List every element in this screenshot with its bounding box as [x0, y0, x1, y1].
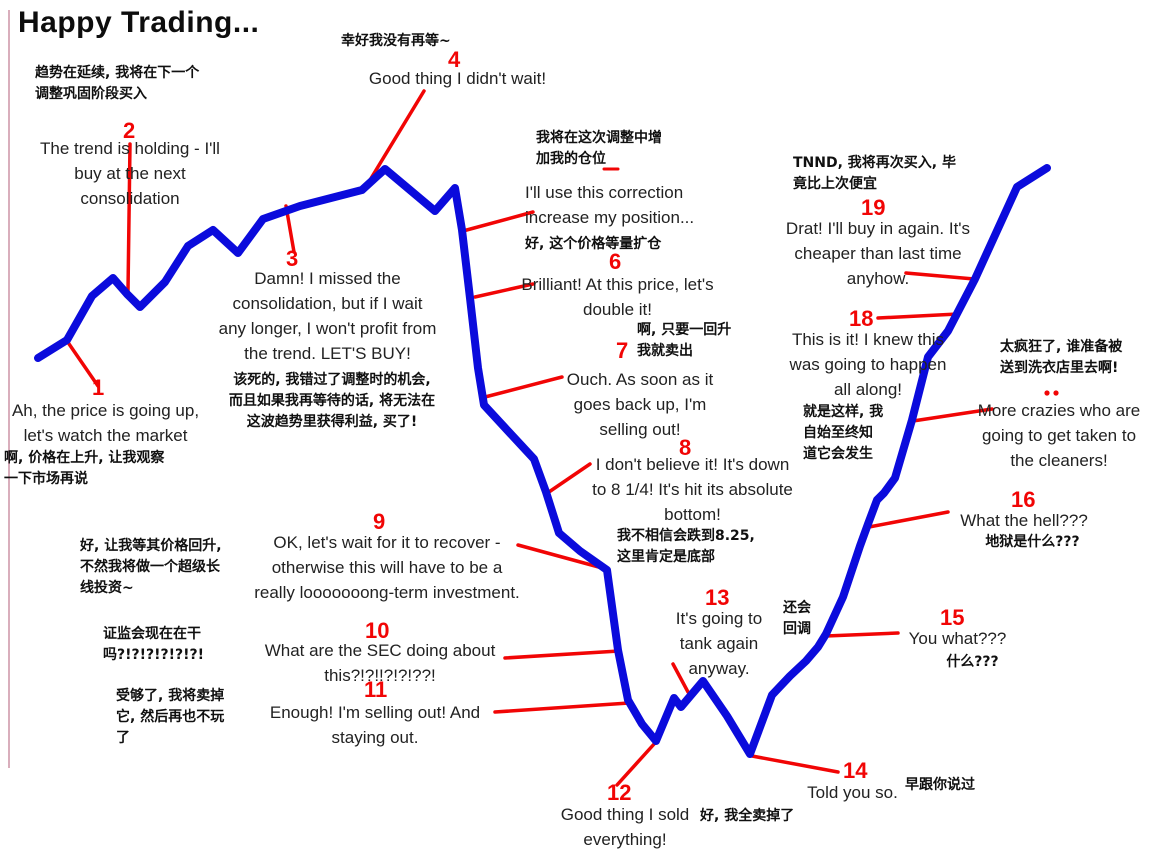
callout-line-5	[461, 210, 535, 233]
callout-5-text-en-1: I'll use this correction increase my posi…	[525, 183, 695, 227]
callout-line-12	[615, 741, 657, 787]
callout-16-text-cn-1: 地狱是什么???	[985, 534, 1080, 550]
callout-number-1: 1	[92, 375, 105, 400]
callout-19-text-cn-1: TNND, 我将再次买入, 毕竟比上次便宜	[793, 155, 956, 192]
callout-line-4	[365, 89, 426, 187]
callout-number-8: 8	[679, 435, 692, 460]
callout-line-11	[493, 701, 631, 714]
callout-17-text-cn-0: 太疯狂了, 谁准备被 送到洗衣店里去啊!	[1000, 339, 1123, 376]
callout-line-6	[473, 282, 535, 299]
callout-4-text-cn-1: 幸好我没有再等~	[341, 33, 451, 49]
callout-line-1	[65, 339, 100, 388]
page-title: Happy Trading...	[18, 6, 260, 39]
callout-line-2	[126, 142, 132, 293]
callout-number-4: 4	[448, 47, 461, 72]
callout-line-17	[911, 407, 994, 423]
callout-10-text-en-0: What are the SEC doing about this?!?!!?!?…	[264, 641, 496, 685]
callout-12-text-cn-1: 好, 我全卖掉了	[700, 808, 795, 824]
callout-number-16: 16	[1011, 487, 1036, 512]
callout-9-text-cn-1: 好, 让我等其价格回升, 不然我将做一个超级长 线投资~	[80, 538, 222, 596]
callout-7-text-en-1: Ouch. As soon as it goes back up, I'm sell…	[566, 370, 714, 439]
callout-line-8	[544, 462, 592, 496]
callout-number-15: 15	[940, 605, 965, 630]
callout-2-text-cn-1: 趋势在延续, 我将在下一个 调整巩固阶段买入	[35, 65, 200, 102]
callout-number-7: 7	[616, 338, 629, 363]
callout-16-text-en-0: What the hell???	[960, 511, 1088, 530]
slide-edge-divider	[8, 10, 10, 768]
callout-6-text-en-0: Brilliant! At this price, let's double it…	[521, 275, 714, 319]
red-dot-17-1	[1053, 390, 1059, 396]
callout-line-18	[876, 312, 960, 320]
callout-number-2: 2	[123, 118, 136, 143]
price-line	[34, 164, 1051, 758]
callout-15-text-en-0: You what???	[908, 629, 1007, 648]
callout-2-text-en-0: The trend is holding - I'll buy at the ne…	[40, 139, 220, 208]
callout-number-12: 12	[607, 780, 632, 805]
callout-number-6: 6	[609, 249, 622, 274]
callout-number-9: 9	[373, 509, 386, 534]
callout-number-18: 18	[849, 306, 874, 331]
callout-number-13: 13	[705, 585, 730, 610]
callout-11-text-en-0: Enough! I'm selling out! And staying out.	[269, 703, 481, 747]
callout-1-text-cn-1: 啊, 价格在上升, 让我观察 一下市场再说	[4, 450, 165, 487]
callout-4-text-en-0: Good thing I didn't wait!	[368, 69, 547, 88]
callout-line-16	[867, 510, 950, 529]
callout-7-text-cn-0: 啊, 只要一回升 我就卖出	[637, 322, 732, 359]
callout-18-text-en-0: This is it! I knew this was going to happ…	[789, 330, 947, 399]
callout-line-19	[904, 271, 976, 281]
callout-8-text-en-0: I don't believe it! It's down to 8 1/4! I…	[592, 455, 793, 524]
callout-11-text-cn-1: 受够了, 我将卖掉 它, 然后再也不玩了	[116, 688, 225, 746]
callout-number-11: 11	[364, 677, 388, 702]
callout-line-10	[503, 649, 621, 660]
callout-18-text-cn-1: 就是这样, 我自始至终知 道它会发生	[803, 404, 884, 462]
callout-number-3: 3	[286, 246, 299, 271]
callout-number-19: 19	[861, 195, 886, 220]
callout-12-text-en-0: Good thing I sold everything!	[560, 805, 690, 849]
callout-13-text-en-0: It's going to tank again anyway.	[675, 609, 763, 678]
callout-17-text-en-1: More crazies who are going to get taken t…	[977, 401, 1141, 470]
callout-8-text-cn-1: 我不相信会跌到8.25, 这里肯定是底部	[617, 528, 755, 565]
callout-9-text-en-0: OK, let's wait for it to recover - otherw…	[254, 533, 520, 602]
callout-line-15	[824, 631, 900, 638]
callout-number-14: 14	[843, 758, 868, 783]
callout-19-text-en-0: Drat! I'll buy in again. It's cheaper tha…	[785, 219, 971, 288]
callout-14-text-cn-1: 早跟你说过	[905, 777, 975, 793]
red-dot-17-0	[1044, 390, 1050, 396]
callout-5-text-cn-0: 我将在这次调整中增 加我的仓位	[536, 130, 662, 167]
callout-line-13	[671, 662, 690, 694]
callout-1-text-en-0: Ah, the price is going up, let's watch th…	[11, 401, 200, 445]
callout-3-text-en-0: Damn! I missed the consolidation, but if …	[218, 269, 437, 363]
callout-13-text-cn-1: 还会 回调	[783, 600, 811, 637]
callout-5-text-cn-2: 好, 这个价格等量扩仓	[525, 236, 662, 252]
callout-10-text-cn-1: 证监会现在在干 吗?!?!?!?!?!?!	[103, 626, 205, 663]
callout-number-10: 10	[365, 618, 390, 643]
callout-15-text-cn-1: 什么???	[946, 654, 999, 670]
callout-line-9	[516, 543, 608, 571]
callout-3-text-cn-1: 该死的, 我错过了调整时的机会, 而且如果我再等待的话, 将无法在 这波趋势里获得利…	[228, 372, 436, 430]
callout-14-text-en-0: Told you so.	[807, 783, 898, 802]
callout-line-14	[750, 754, 840, 774]
callout-line-7	[483, 375, 564, 399]
